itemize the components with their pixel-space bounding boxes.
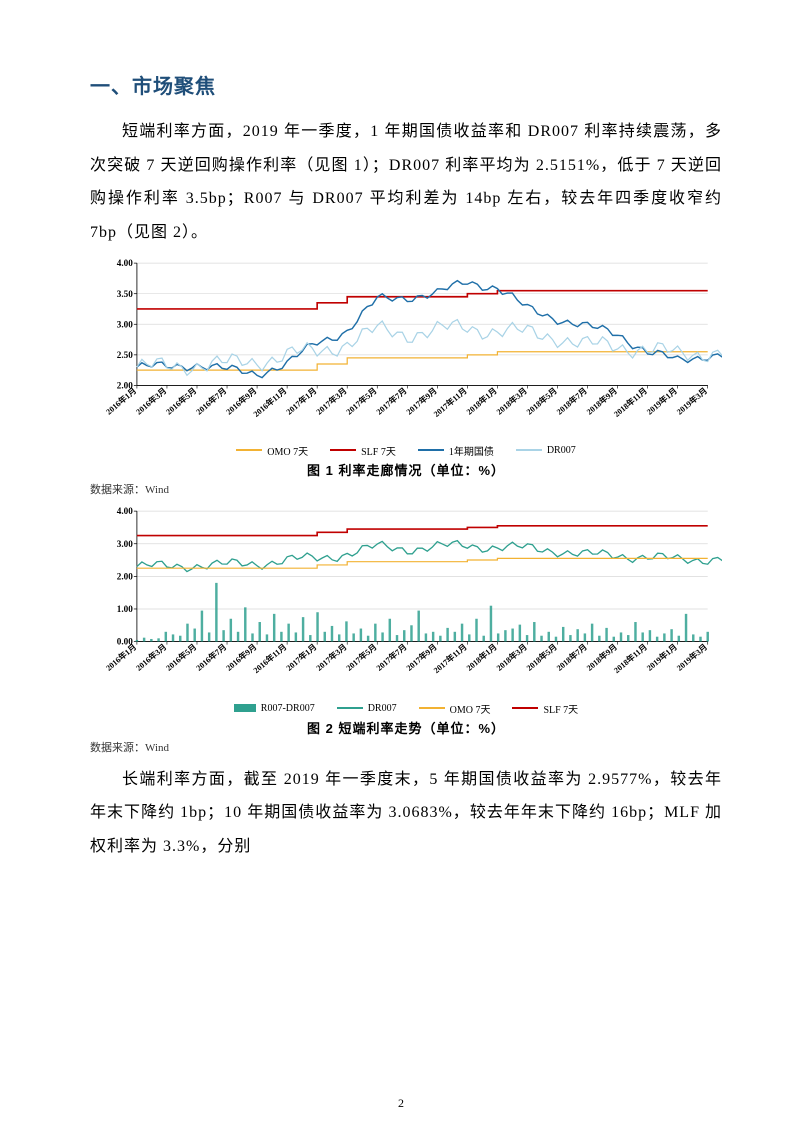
legend-item: SLF 7天 bbox=[512, 701, 578, 716]
legend-item: R007-DR007 bbox=[234, 701, 315, 716]
svg-text:2019年1月: 2019年1月 bbox=[644, 386, 678, 417]
svg-text:2016年7月: 2016年7月 bbox=[194, 641, 228, 672]
svg-text:2.00: 2.00 bbox=[117, 571, 133, 581]
chart-1-svg: 2.002.503.003.504.002016年1月2016年3月2016年5… bbox=[90, 257, 722, 440]
svg-text:2018年1月: 2018年1月 bbox=[464, 386, 498, 417]
chart-1-source: 数据来源：Wind bbox=[90, 481, 722, 497]
svg-text:2017年7月: 2017年7月 bbox=[374, 386, 408, 417]
svg-text:2017年1月: 2017年1月 bbox=[284, 641, 318, 672]
svg-text:2017年3月: 2017年3月 bbox=[314, 386, 348, 417]
chart-2-svg: 0.001.002.003.004.002016年1月2016年3月2016年5… bbox=[90, 505, 722, 699]
chart-2: 0.001.002.003.004.002016年1月2016年3月2016年5… bbox=[90, 505, 722, 716]
legend-item: SLF 7天 bbox=[330, 443, 396, 458]
chart-2-source: 数据来源：Wind bbox=[90, 739, 722, 755]
svg-text:2017年11月: 2017年11月 bbox=[431, 641, 468, 675]
svg-text:2018年3月: 2018年3月 bbox=[494, 386, 528, 417]
svg-text:4.00: 4.00 bbox=[117, 259, 133, 269]
chart-1: 2.002.503.003.504.002016年1月2016年3月2016年5… bbox=[90, 257, 722, 457]
svg-text:2018年3月: 2018年3月 bbox=[494, 641, 528, 672]
svg-text:2016年3月: 2016年3月 bbox=[134, 386, 168, 417]
legend-item: 1年期国债 bbox=[418, 443, 494, 458]
chart-2-legend: R007-DR007 DR007 OMO 7天 SLF 7天 bbox=[90, 701, 722, 716]
svg-text:3.00: 3.00 bbox=[117, 539, 133, 549]
svg-text:2016年3月: 2016年3月 bbox=[134, 641, 168, 672]
svg-text:4.00: 4.00 bbox=[117, 506, 133, 516]
svg-text:2017年7月: 2017年7月 bbox=[374, 641, 408, 672]
svg-text:2018年11月: 2018年11月 bbox=[612, 641, 649, 675]
svg-text:2019年3月: 2019年3月 bbox=[674, 386, 708, 417]
svg-text:2017年3月: 2017年3月 bbox=[314, 641, 348, 672]
svg-text:2018年5月: 2018年5月 bbox=[524, 386, 558, 417]
svg-text:3.00: 3.00 bbox=[117, 320, 133, 330]
chart-1-caption: 图 1 利率走廊情况（单位：%） bbox=[90, 460, 722, 479]
svg-text:2019年1月: 2019年1月 bbox=[644, 641, 678, 672]
legend-item: OMO 7天 bbox=[236, 443, 308, 458]
svg-text:2016年5月: 2016年5月 bbox=[164, 386, 198, 417]
section-heading: 一、市场聚焦 bbox=[90, 70, 722, 99]
svg-text:2016年11月: 2016年11月 bbox=[251, 386, 288, 420]
paragraph-1: 短端利率方面，2019 年一季度，1 年期国债收益率和 DR007 利率持续震荡… bbox=[90, 115, 722, 249]
svg-text:2016年11月: 2016年11月 bbox=[251, 641, 288, 675]
svg-text:2017年5月: 2017年5月 bbox=[344, 641, 378, 672]
svg-text:2.50: 2.50 bbox=[117, 350, 133, 360]
svg-text:2018年5月: 2018年5月 bbox=[524, 641, 558, 672]
chart-1-legend: OMO 7天 SLF 7天 1年期国债 DR007 bbox=[90, 443, 722, 458]
svg-text:2017年5月: 2017年5月 bbox=[344, 386, 378, 417]
svg-text:2017年11月: 2017年11月 bbox=[431, 386, 468, 420]
chart-2-caption: 图 2 短端利率走势（单位：%） bbox=[90, 718, 722, 737]
svg-text:2016年7月: 2016年7月 bbox=[194, 386, 228, 417]
page-number: 2 bbox=[0, 1096, 802, 1111]
svg-text:2019年3月: 2019年3月 bbox=[675, 641, 709, 672]
svg-text:2018年1月: 2018年1月 bbox=[464, 641, 498, 672]
legend-item: DR007 bbox=[337, 701, 397, 716]
paragraph-2: 长端利率方面，截至 2019 年一季度末，5 年期国债收益率为 2.9577%，… bbox=[90, 763, 722, 864]
svg-text:2018年7月: 2018年7月 bbox=[554, 641, 588, 672]
svg-text:2018年11月: 2018年11月 bbox=[612, 386, 649, 420]
svg-text:2017年1月: 2017年1月 bbox=[284, 386, 318, 417]
svg-text:1.00: 1.00 bbox=[117, 604, 133, 614]
legend-item: OMO 7天 bbox=[419, 701, 491, 716]
svg-text:2016年5月: 2016年5月 bbox=[164, 641, 198, 672]
svg-text:2018年7月: 2018年7月 bbox=[554, 386, 588, 417]
svg-text:3.50: 3.50 bbox=[117, 289, 133, 299]
legend-item: DR007 bbox=[516, 443, 576, 458]
